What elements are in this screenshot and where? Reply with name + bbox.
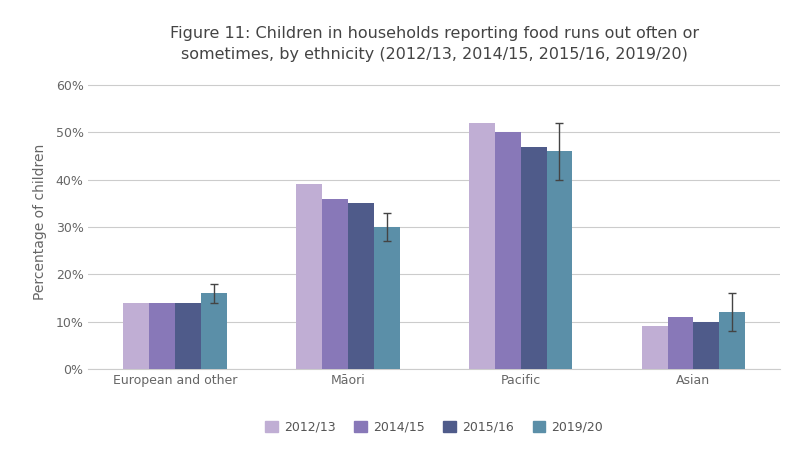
Bar	[546, 151, 572, 369]
Bar	[321, 199, 347, 369]
Bar	[666, 317, 692, 369]
Bar	[719, 312, 744, 369]
Bar	[149, 303, 175, 369]
Bar	[494, 132, 520, 369]
Y-axis label: Percentage of children: Percentage of children	[33, 144, 47, 300]
Bar	[468, 123, 494, 369]
Title: Figure 11: Children in households reporting food runs out often or
sometimes, by: Figure 11: Children in households report…	[169, 26, 698, 62]
Bar	[520, 147, 546, 369]
Bar	[296, 184, 321, 369]
Bar	[692, 322, 719, 369]
Bar	[347, 203, 373, 369]
Legend: 2012/13, 2014/15, 2015/16, 2019/20: 2012/13, 2014/15, 2015/16, 2019/20	[260, 416, 607, 439]
Bar	[175, 303, 201, 369]
Bar	[373, 227, 399, 369]
Bar	[201, 293, 226, 369]
Bar	[641, 326, 666, 369]
Bar	[123, 303, 149, 369]
